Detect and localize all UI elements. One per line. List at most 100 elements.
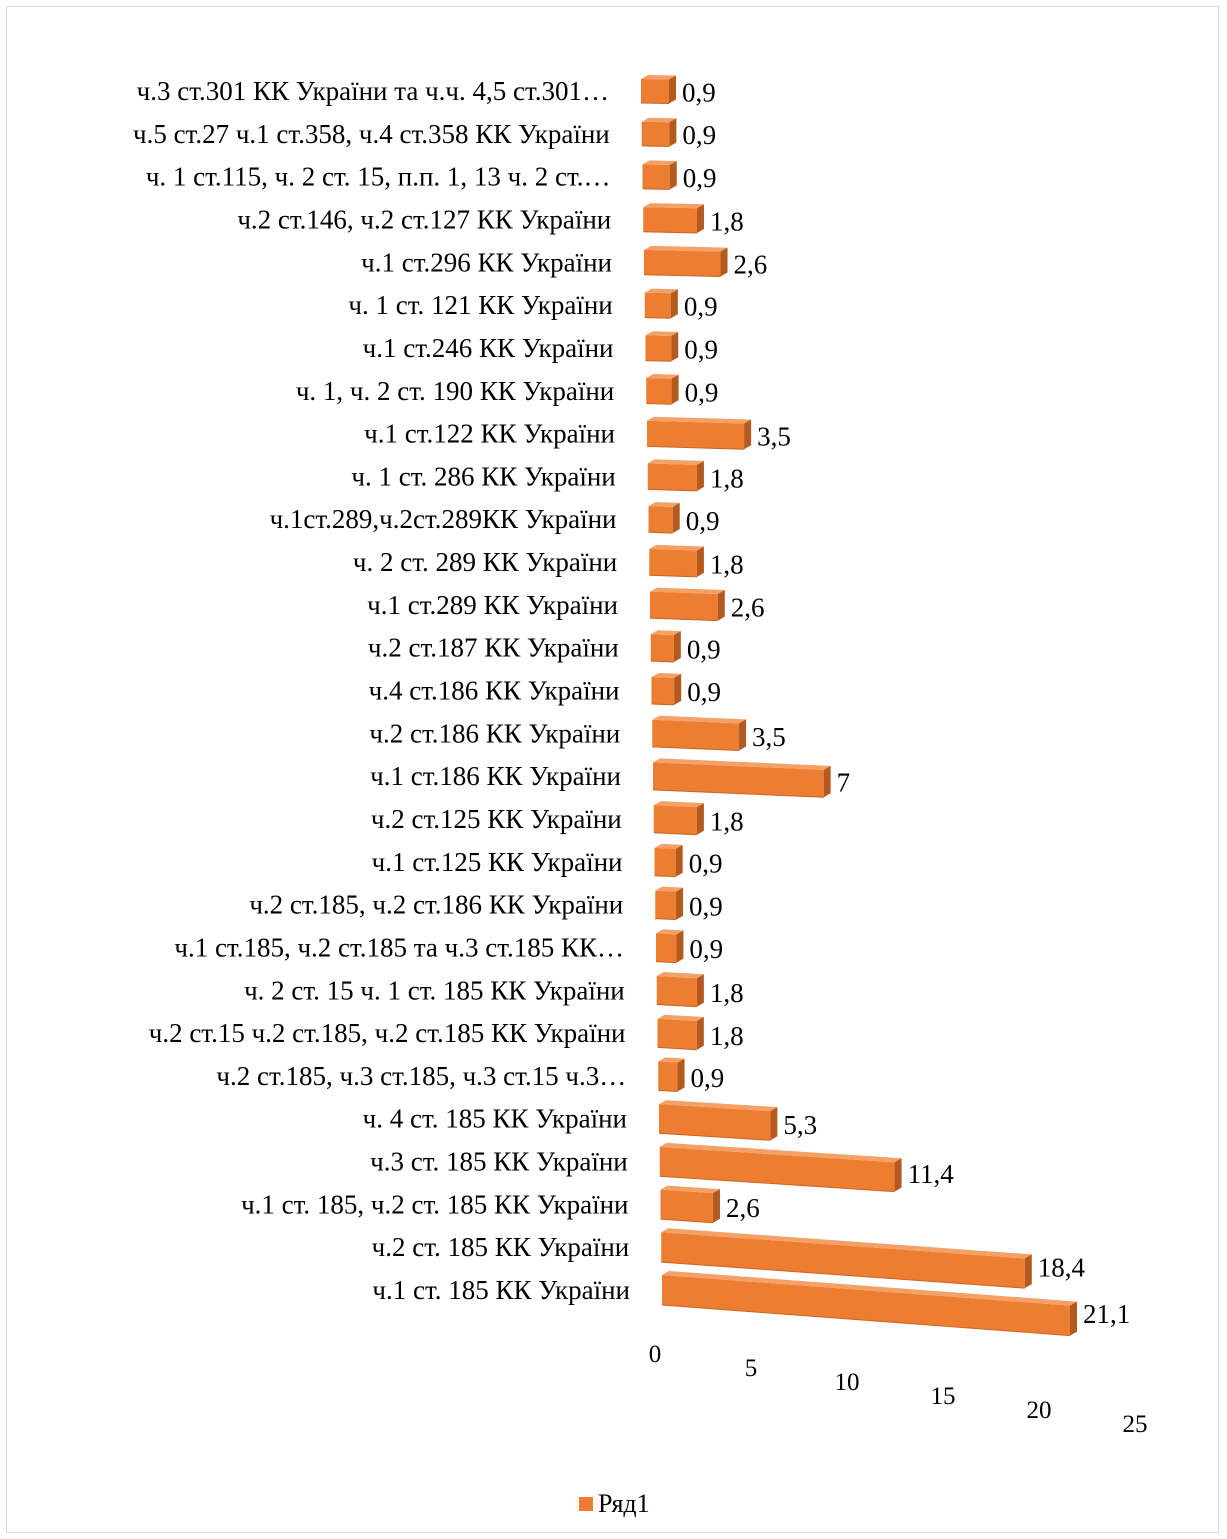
bar-side <box>674 673 682 705</box>
bar-front <box>659 1146 895 1192</box>
category-label: ч.1 ст.122 КК України <box>364 419 615 449</box>
bar-top <box>651 673 682 678</box>
bar-top <box>650 587 725 595</box>
bar-side <box>696 803 704 835</box>
x-axis-ticks: 0 5 10 15 20 25 <box>649 1341 1148 1438</box>
value-label: 0,9 <box>687 677 721 707</box>
bar <box>643 203 704 234</box>
bar <box>656 972 704 1008</box>
bar-edge <box>644 317 671 319</box>
value-label: 1,8 <box>710 206 744 236</box>
bar-edge <box>648 531 673 534</box>
value-label: 7 <box>837 768 851 798</box>
value-label: 0,9 <box>689 934 723 964</box>
bar-side <box>720 247 728 277</box>
bar-side <box>669 75 676 104</box>
bar-edge <box>658 1089 678 1093</box>
value-label: 2,6 <box>731 593 765 623</box>
bar-front <box>648 506 673 534</box>
bar-side <box>696 1016 704 1050</box>
bar <box>661 1271 1077 1337</box>
category-labels: ч.3 ст.301 КК України та ч.ч. 4,5 ст.301… <box>133 76 630 1305</box>
bar-edge <box>642 188 670 190</box>
category-label: ч. 1 ст. 121 КК України <box>348 290 612 320</box>
category-label: ч.1 ст.125 КК України <box>372 847 623 877</box>
bar-top <box>646 374 679 379</box>
value-label: 0,9 <box>682 120 716 150</box>
bar <box>655 886 684 921</box>
bar-edge <box>660 1218 713 1224</box>
x-tick-label: 5 <box>745 1355 758 1382</box>
value-label: 3,5 <box>757 422 791 452</box>
bar-edge <box>659 1175 895 1193</box>
bar-front <box>661 1232 1025 1289</box>
value-label: 1,8 <box>710 978 744 1008</box>
x-tick-label: 15 <box>931 1383 956 1410</box>
category-label: ч.1 ст.185, ч.2 ст.185 та ч.3 ст.185 КК… <box>174 932 624 962</box>
bar-side <box>712 1189 720 1223</box>
bar <box>647 459 704 492</box>
bar-side <box>677 1058 685 1092</box>
bar-front <box>644 249 721 277</box>
value-label: 0,9 <box>685 377 719 407</box>
value-labels: 0,9 0,9 0,9 1,8 2,6 0,9 0,9 0,9 3,5 1,8 0,9 1,8 2,6 0… <box>682 77 1130 1329</box>
bar <box>649 544 704 578</box>
bar-top <box>656 929 684 935</box>
category-label: ч.2 ст.185, ч.3 ст.185, ч.3 ст.15 ч.3… <box>216 1061 626 1091</box>
bar-top <box>641 75 676 80</box>
bar-front <box>659 1104 771 1141</box>
bar-top <box>650 630 681 636</box>
bar-top <box>656 972 704 979</box>
bar-top <box>658 1057 685 1063</box>
bar-top <box>647 459 704 465</box>
bar-top <box>657 1014 704 1021</box>
category-label: ч. 1 ст. 286 КК України <box>351 461 615 491</box>
category-label: ч.2 ст.146, ч.2 ст.127 КК України <box>237 204 611 234</box>
value-label: 21,1 <box>1083 1299 1130 1329</box>
category-label: ч.2 ст.125 КК України <box>371 804 622 834</box>
value-label: 1,8 <box>710 464 744 494</box>
value-label: 0,9 <box>687 634 721 664</box>
bar-side <box>671 331 679 362</box>
bar-side <box>823 765 831 798</box>
bar-edge <box>655 918 677 921</box>
bar-front <box>647 420 745 450</box>
value-label: 5,3 <box>783 1110 817 1140</box>
bar <box>640 75 676 104</box>
bar <box>648 502 680 534</box>
category-label: ч.1 ст. 185 КК України <box>372 1275 630 1305</box>
value-label: 0,9 <box>683 163 717 193</box>
value-label: 1,8 <box>710 806 744 836</box>
bar-edge <box>649 574 697 578</box>
bar-front <box>647 463 697 491</box>
bar-side <box>669 160 677 190</box>
bar <box>660 1185 720 1224</box>
bar-side <box>770 1107 778 1141</box>
bar-front <box>649 548 697 577</box>
bar-top <box>659 1142 902 1163</box>
category-label: ч.1 ст.296 КК України <box>361 247 612 277</box>
value-label: 18,4 <box>1038 1253 1086 1283</box>
bar-side <box>696 974 704 1007</box>
category-label: ч.3 ст. 185 КК України <box>370 1147 628 1177</box>
bar-front <box>658 1061 678 1092</box>
bar-top <box>654 843 683 849</box>
bar-front <box>650 591 718 621</box>
bar <box>653 801 704 836</box>
bar-front <box>652 719 740 751</box>
bar-front <box>657 1018 697 1050</box>
bar-edge <box>646 403 672 405</box>
bar-front <box>653 805 697 835</box>
bar-top <box>641 117 677 123</box>
bar-front <box>656 933 677 963</box>
value-label: 3,5 <box>752 722 786 752</box>
bar <box>649 587 725 622</box>
legend-label: Ряд1 <box>598 1489 650 1518</box>
bar-edge <box>656 1004 697 1008</box>
category-label: ч. 1 ст.115, ч. 2 ст. 15, п.п. 1, 13 ч. … <box>146 162 611 192</box>
bar <box>644 288 678 319</box>
bar <box>652 758 831 798</box>
bar-side <box>671 374 679 405</box>
category-label: ч.2 ст.185, ч.2 ст.186 КК України <box>249 890 623 920</box>
bar-front <box>645 335 672 362</box>
